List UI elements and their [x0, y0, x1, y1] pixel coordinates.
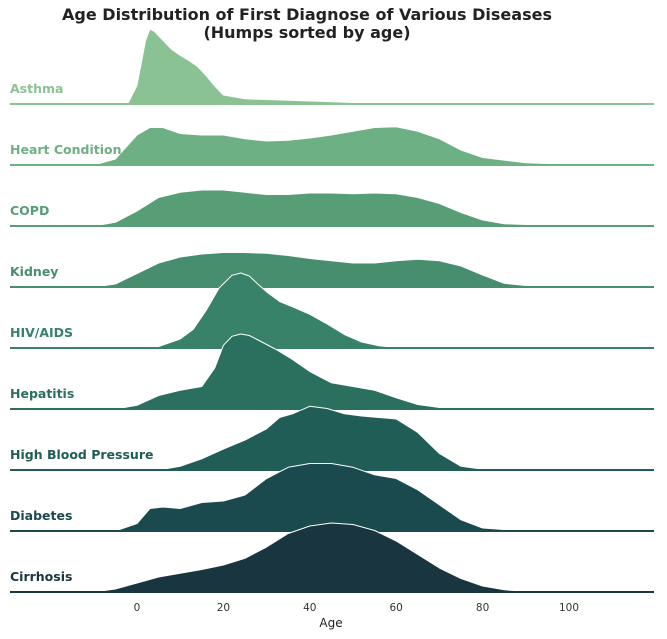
series-label: Hepatitis [10, 386, 74, 401]
ridge-7: Diabetes [9, 463, 655, 532]
series-label: Asthma [10, 81, 63, 96]
ridge-0: Asthma [9, 28, 655, 105]
ridge-area [9, 463, 655, 532]
ridge-3: Kidney [9, 252, 655, 288]
ridge-area [9, 333, 655, 410]
series-label: COPD [10, 203, 49, 218]
x-axis-label: Age [319, 616, 342, 630]
ridge-area [9, 252, 655, 288]
x-tick-label: 100 [559, 602, 579, 614]
x-tick-label: 80 [476, 602, 489, 614]
ridge-1: Heart Condition [9, 126, 655, 166]
x-tick-label: 60 [390, 602, 403, 614]
ridge-8: Cirrhosis [9, 522, 655, 593]
series-label: Kidney [10, 264, 58, 279]
x-tick-label: 20 [217, 602, 230, 614]
ridge-area [9, 126, 655, 166]
x-tick-label: 0 [134, 602, 141, 614]
ridge-6: High Blood Pressure [9, 405, 655, 471]
ridge-4: HIV/AIDS [9, 272, 655, 349]
series-label: Cirrhosis [10, 569, 72, 584]
ridge-area [9, 272, 655, 349]
series-label: High Blood Pressure [10, 447, 153, 462]
ridges-group: Asthma Heart Condition COPD Kidney HIV/AIDS H… [9, 28, 655, 593]
series-label: HIV/AIDS [10, 325, 73, 340]
ridge-area [9, 522, 655, 593]
series-label: Heart Condition [10, 142, 122, 157]
ridge-area [9, 189, 655, 227]
ridge-5: Hepatitis [9, 333, 655, 410]
chart-title-line1: Age Distribution of First Diagnose of Va… [62, 5, 552, 24]
ridge-area [9, 405, 655, 471]
x-ticks-group: 0 20 40 60 80 100 [134, 602, 579, 614]
x-tick-label: 40 [303, 602, 316, 614]
series-label: Diabetes [10, 508, 72, 523]
chart-title-line2: (Humps sorted by age) [203, 23, 410, 42]
ridge-2: COPD [9, 189, 655, 227]
